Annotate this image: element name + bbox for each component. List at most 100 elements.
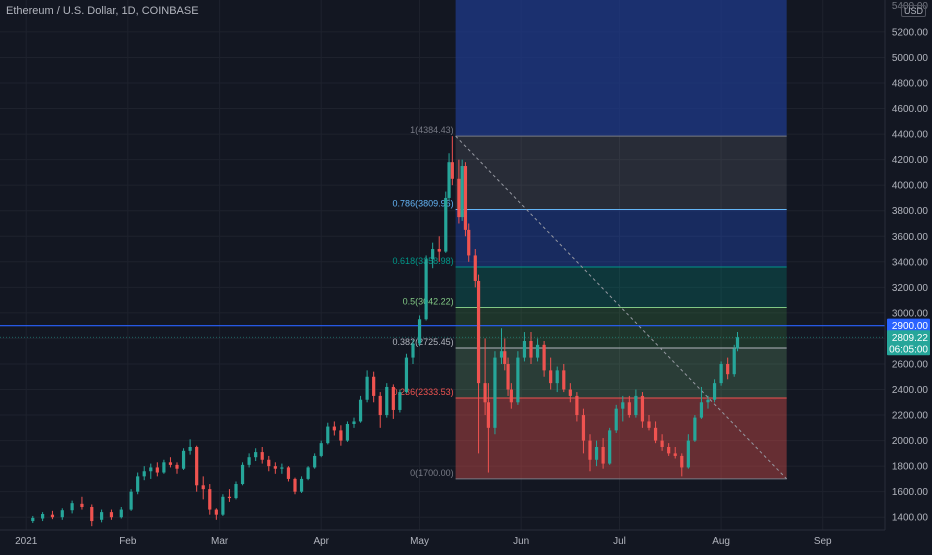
candle-body bbox=[60, 510, 64, 518]
candle-body bbox=[70, 503, 74, 511]
candle-body bbox=[509, 389, 513, 403]
last-price-tag bbox=[887, 330, 930, 356]
candle-body bbox=[483, 383, 487, 403]
currency-badge[interactable]: USD bbox=[900, 5, 926, 17]
candle-body bbox=[699, 402, 704, 418]
fib-level-label: 0.236(2333.53) bbox=[393, 387, 454, 397]
candle-body bbox=[726, 363, 730, 375]
candle-body bbox=[319, 443, 323, 456]
candle-body bbox=[136, 476, 140, 492]
candle-body bbox=[293, 478, 297, 492]
candle-body bbox=[411, 343, 415, 358]
candle-body bbox=[175, 464, 179, 469]
y-tick-label: 5000.00 bbox=[892, 53, 929, 64]
candle-body bbox=[506, 363, 510, 390]
y-tick-label: 2200.00 bbox=[892, 411, 929, 422]
candle-body bbox=[680, 455, 684, 468]
candle-body bbox=[450, 162, 454, 179]
candle-body bbox=[234, 484, 238, 499]
fib-zone bbox=[455, 398, 787, 479]
candle-body bbox=[365, 376, 369, 400]
candle-body bbox=[588, 440, 592, 460]
candle-body bbox=[208, 489, 212, 510]
candle-body bbox=[129, 491, 133, 510]
candle-body bbox=[706, 399, 710, 403]
candle-body bbox=[254, 452, 258, 458]
x-tick-label: Feb bbox=[119, 536, 137, 547]
candle-body bbox=[332, 426, 336, 431]
candle-body bbox=[503, 351, 507, 364]
candle-body bbox=[522, 340, 527, 358]
candle-body bbox=[535, 344, 540, 358]
y-tick-label: 3600.00 bbox=[892, 232, 929, 243]
candle-body bbox=[424, 259, 428, 320]
candle-body bbox=[437, 249, 441, 252]
fib-level-label: 1(4384.43) bbox=[410, 125, 454, 135]
candle-body bbox=[473, 255, 477, 281]
candle-body bbox=[673, 453, 677, 456]
x-tick-label: Aug bbox=[712, 536, 730, 547]
candle-body bbox=[712, 383, 717, 400]
candle-body bbox=[431, 249, 435, 260]
candle-body bbox=[621, 402, 625, 409]
x-tick-label: Sep bbox=[814, 536, 832, 547]
candle-body bbox=[149, 467, 153, 472]
y-tick-label: 4800.00 bbox=[892, 79, 929, 90]
candle-body bbox=[188, 446, 192, 451]
countdown-label: 06:05:00 bbox=[889, 344, 928, 355]
candle-body bbox=[358, 399, 363, 422]
candle-body bbox=[299, 478, 304, 492]
candle-body bbox=[542, 344, 546, 371]
fib-level-label: 0.382(2725.45) bbox=[393, 337, 454, 347]
candle-body bbox=[286, 467, 291, 479]
candle-body bbox=[568, 389, 572, 396]
candle-body bbox=[476, 280, 481, 384]
y-tick-label: 4600.00 bbox=[892, 104, 929, 115]
candle-body bbox=[339, 430, 343, 441]
y-tick-label: 5200.00 bbox=[892, 27, 929, 38]
candle-body bbox=[647, 421, 651, 428]
candle-body bbox=[201, 485, 205, 490]
candle-body bbox=[575, 395, 579, 416]
candle-body bbox=[660, 440, 664, 447]
x-tick-label: Jun bbox=[513, 536, 529, 547]
fib-trend-line bbox=[455, 135, 788, 480]
fib-level-label: 0.5(3042.22) bbox=[403, 296, 454, 306]
y-tick-label: 4000.00 bbox=[892, 181, 929, 192]
x-tick-label: Apr bbox=[313, 536, 329, 547]
candle-body bbox=[529, 340, 533, 358]
y-tick-label: 2600.00 bbox=[892, 359, 929, 370]
candle-body bbox=[31, 517, 35, 522]
candle-body bbox=[50, 514, 55, 518]
candle-body bbox=[398, 392, 402, 410]
candle-body bbox=[614, 408, 618, 431]
candle-body bbox=[608, 430, 612, 464]
candle-body bbox=[90, 507, 94, 522]
candle-body bbox=[581, 415, 586, 441]
fib-level-label: 0(1700.00) bbox=[410, 468, 454, 478]
fib-zone bbox=[455, 209, 787, 268]
candle-body bbox=[385, 386, 389, 416]
candle-body bbox=[460, 166, 464, 218]
candle-body bbox=[444, 197, 448, 252]
candle-body bbox=[80, 503, 84, 508]
candle-body bbox=[719, 363, 723, 384]
candle-body bbox=[732, 348, 736, 375]
candle-body bbox=[240, 464, 245, 485]
y-tick-label: 3800.00 bbox=[892, 206, 929, 217]
symbol-header: Ethereum / U.S. Dollar, 1D, COINBASE bbox=[6, 5, 199, 17]
x-tick-label: Mar bbox=[211, 536, 229, 547]
candle-body bbox=[247, 457, 251, 465]
y-tick-label-top: 5400.00 bbox=[892, 1, 929, 12]
candle-body bbox=[326, 426, 330, 444]
candle-body bbox=[41, 514, 45, 519]
candle-body bbox=[493, 357, 497, 428]
candle-body bbox=[372, 376, 376, 396]
candle-body bbox=[267, 459, 271, 467]
candle-body bbox=[155, 467, 159, 473]
candle-body bbox=[417, 319, 422, 344]
candle-body bbox=[273, 466, 277, 469]
y-tick-label: 4200.00 bbox=[892, 155, 929, 166]
